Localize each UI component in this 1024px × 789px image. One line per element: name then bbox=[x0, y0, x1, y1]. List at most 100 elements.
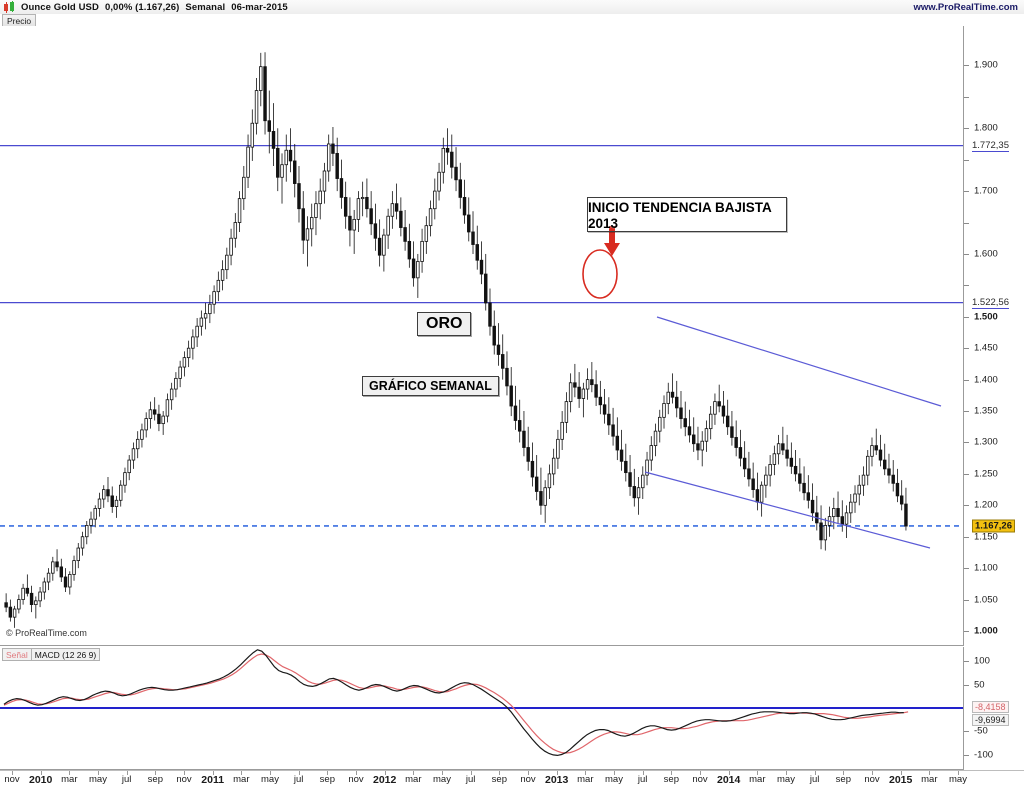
price-axis-tick bbox=[964, 96, 969, 98]
candle-body bbox=[377, 237, 382, 256]
time-axis-month-label: sep bbox=[491, 774, 507, 785]
value-axis-column[interactable]: 1.900 1.800 1.700 1.600 1.500 1.450 1.400 1.350… bbox=[964, 26, 1024, 770]
candle-body bbox=[713, 401, 717, 415]
candle-body bbox=[513, 405, 518, 421]
time-axis-tick bbox=[671, 771, 673, 775]
price-axis-label: 1.900 bbox=[974, 59, 998, 71]
candle-body bbox=[305, 228, 310, 241]
price-axis-label: 1.250 bbox=[974, 468, 998, 480]
time-axis-month-label: mar bbox=[921, 774, 938, 785]
candle-body bbox=[148, 409, 153, 419]
candle-body bbox=[556, 438, 560, 459]
instrument-name[interactable]: Ounce Gold USD bbox=[21, 1, 99, 13]
price-chart-panel[interactable]: ORO GRÁFICO SEMANAL INICIO TENDENCIA BAJ… bbox=[0, 26, 964, 646]
candle-body bbox=[89, 518, 93, 526]
candle-body bbox=[352, 218, 356, 231]
candle-body bbox=[755, 489, 760, 503]
candle-body bbox=[878, 449, 883, 461]
candle-body bbox=[692, 434, 696, 445]
time-axis-tick bbox=[614, 771, 615, 775]
candle-body bbox=[895, 482, 900, 497]
candle-body bbox=[683, 418, 687, 428]
candle-body bbox=[301, 208, 305, 241]
candle-body bbox=[849, 501, 853, 514]
candle-body bbox=[602, 404, 607, 415]
macd-plot-svg bbox=[0, 649, 963, 757]
macd-value-badge[interactable]: -9,6994 bbox=[972, 713, 1009, 726]
price-axis-label: 1.500 bbox=[974, 311, 998, 323]
price-axis-label: 1.000 bbox=[974, 625, 998, 637]
channel-trendline[interactable] bbox=[644, 471, 931, 549]
label-box-grafico-semanal: GRÁFICO SEMANAL bbox=[362, 376, 499, 396]
candle-body bbox=[123, 472, 127, 486]
candle-body bbox=[687, 426, 692, 436]
time-axis-tick bbox=[270, 771, 271, 775]
candle-body bbox=[704, 428, 709, 442]
candle-body bbox=[458, 179, 462, 198]
candle-body bbox=[462, 196, 467, 216]
time-axis-tick bbox=[184, 771, 185, 775]
macd-legend[interactable]: Señal MACD (12 26 9) bbox=[2, 648, 101, 661]
time-axis-month-label: mar bbox=[405, 774, 422, 785]
price-axis-tick bbox=[964, 159, 969, 161]
candle-body bbox=[360, 196, 365, 200]
candle-body bbox=[492, 325, 496, 346]
candle-body bbox=[310, 217, 314, 230]
time-axis-month-label: sep bbox=[835, 774, 851, 785]
candle-body bbox=[861, 474, 866, 486]
candle-body bbox=[611, 424, 615, 437]
label-box-oro: ORO bbox=[417, 312, 472, 336]
candle-body bbox=[229, 237, 233, 256]
brand-url: www.ProRealTime.com bbox=[913, 1, 1018, 13]
candle-body bbox=[734, 437, 738, 448]
price-axis-label: 1.150 bbox=[974, 531, 998, 543]
candle-body bbox=[717, 401, 721, 407]
candle-body bbox=[199, 317, 204, 327]
brand-area: www.ProRealTime.com bbox=[913, 0, 1018, 14]
candle-body bbox=[297, 183, 301, 210]
candle-body bbox=[700, 440, 704, 451]
time-axis-month-label: nov bbox=[176, 774, 192, 785]
candle-body bbox=[420, 240, 424, 262]
candle-body bbox=[356, 198, 361, 220]
candle-body bbox=[17, 599, 21, 610]
candle-body bbox=[501, 354, 505, 369]
candle-body bbox=[4, 602, 8, 608]
time-axis-month-label: jul bbox=[637, 774, 648, 785]
candle-body bbox=[38, 591, 42, 602]
timeframe-label[interactable]: Semanal bbox=[185, 1, 226, 13]
current-price-badge[interactable]: 1.167,26 bbox=[972, 519, 1015, 533]
candle-body bbox=[547, 473, 552, 489]
macd-signal-value-badge[interactable]: -8,4158 bbox=[972, 700, 1009, 713]
candle-body bbox=[899, 495, 904, 505]
channel-trendline[interactable] bbox=[656, 316, 942, 407]
candle-body bbox=[131, 448, 136, 461]
candle-body bbox=[560, 421, 564, 440]
candle-body bbox=[233, 222, 238, 239]
macd-axis-tick bbox=[964, 731, 969, 733]
candle-body bbox=[708, 413, 713, 430]
candle-body bbox=[250, 122, 255, 148]
candle-body bbox=[653, 430, 658, 447]
time-axis[interactable]: nov 2010 mar may jul sep nov 2011 mar may jul sep no… bbox=[0, 770, 1024, 789]
macd-indicator-panel[interactable]: Señal MACD (12 26 9) bbox=[0, 647, 964, 770]
macd-legend-macd: MACD (12 26 9) bbox=[34, 649, 97, 660]
price-axis-tick bbox=[964, 253, 969, 255]
time-axis-tick bbox=[814, 771, 816, 775]
time-axis-year-label: 2011 bbox=[201, 774, 225, 786]
candle-body bbox=[810, 499, 815, 514]
time-axis-month-label: may bbox=[777, 774, 795, 785]
candle-body bbox=[208, 303, 212, 315]
title-bar: Ounce Gold USD 0,00% (1.167,26) Semanal … bbox=[0, 0, 1024, 15]
label-oro-text: ORO bbox=[426, 315, 463, 332]
candle-body bbox=[454, 166, 458, 181]
price-axis-tick bbox=[964, 128, 969, 130]
candle-body bbox=[246, 146, 250, 178]
candle-body bbox=[326, 143, 331, 172]
price-axis-label: 1.400 bbox=[974, 374, 998, 386]
candle-body bbox=[585, 379, 590, 390]
time-axis-tick bbox=[298, 771, 300, 775]
price-axis-label: 1.200 bbox=[974, 499, 998, 511]
macd-axis-tick bbox=[964, 684, 969, 686]
price-plot-svg bbox=[0, 52, 963, 628]
